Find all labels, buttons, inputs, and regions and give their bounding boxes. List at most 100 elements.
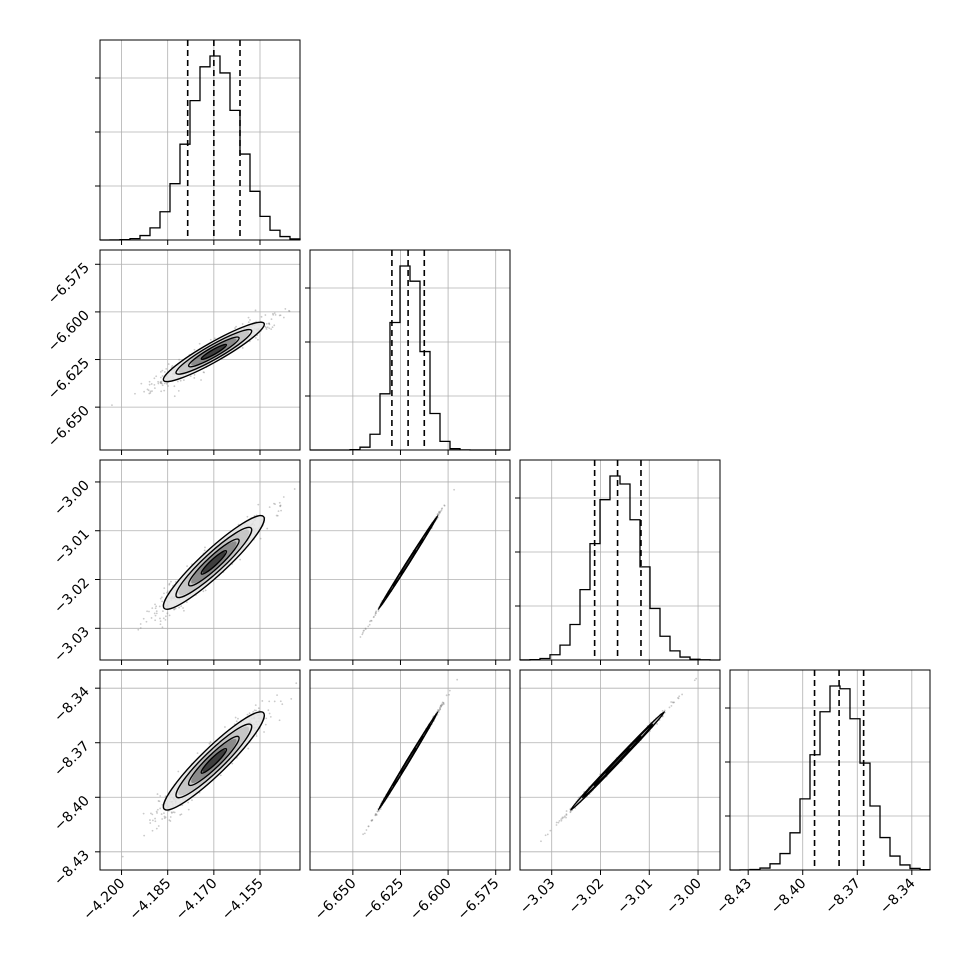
scatter-point [362, 631, 364, 634]
histogram-panel-1 [305, 249, 511, 455]
scatter-point [196, 752, 199, 755]
scatter-point [143, 390, 146, 393]
tick-label-x: −4.185 [127, 876, 175, 924]
scatter-point [111, 404, 113, 407]
scatter-point [565, 816, 567, 819]
scatter-point [370, 619, 373, 622]
scatter-point [150, 617, 153, 619]
scatter-point [165, 367, 168, 370]
scatter-point [677, 696, 679, 699]
scatter-point [557, 821, 560, 824]
scatter-point [187, 808, 190, 811]
scatter-point [160, 390, 163, 393]
scatter-point [246, 515, 249, 518]
scatter-point [163, 592, 165, 595]
scatter-point [247, 747, 250, 750]
scatter-point [168, 583, 171, 586]
scatter-point [150, 812, 152, 815]
scatter-point [161, 600, 163, 603]
scatter-point [182, 607, 184, 609]
tick-label-x: −6.600 [407, 876, 455, 924]
density-band-3 [401, 551, 415, 574]
scatter-point [139, 627, 142, 629]
histogram-step-2 [519, 475, 721, 661]
scatter-point [234, 327, 236, 329]
scatter-point [154, 820, 157, 823]
scatter-point [180, 813, 183, 816]
scatter-point [453, 488, 456, 491]
scatter-point [239, 558, 242, 561]
tick-label-y: −8.34 [51, 684, 93, 726]
scatter-clip-group [137, 488, 296, 631]
scatter-point [456, 678, 459, 681]
scatter-point [268, 322, 270, 325]
scatter-point [159, 623, 162, 626]
scatter-point [441, 507, 444, 510]
scatter-point [278, 314, 281, 317]
scatter-point [134, 392, 136, 395]
scatter-point [268, 327, 271, 330]
density-band-3 [202, 749, 226, 772]
panel-frame [519, 669, 721, 871]
histogram-step-3 [729, 685, 931, 871]
scatter-point [163, 587, 166, 590]
scatter-point [560, 819, 563, 822]
contour-line [200, 550, 228, 575]
scatter-point [282, 316, 285, 319]
scatter-point [178, 606, 180, 609]
contour-line [187, 735, 240, 787]
scatter-point [153, 387, 156, 389]
scatter-point [437, 709, 439, 711]
scatter-point [279, 504, 282, 507]
scatter-point [440, 705, 443, 707]
scatter-point [599, 773, 601, 776]
scatter-point [247, 316, 250, 319]
scatter-point [275, 514, 278, 517]
scatter-point [672, 701, 675, 704]
scatter-point [268, 700, 271, 703]
scatter-point [203, 371, 205, 374]
scatter-point [150, 383, 153, 385]
scatter-point [155, 827, 158, 830]
scatter-point [163, 389, 166, 392]
scatter-point [436, 513, 439, 516]
scatter-point [160, 382, 162, 384]
contour-line [377, 711, 439, 811]
tick-label-x: −8.43 [713, 876, 755, 918]
scatter-point [693, 679, 696, 682]
scatter-point [695, 677, 698, 680]
scatter-point [154, 619, 157, 622]
scatter-point [148, 610, 150, 613]
scatter-point [164, 618, 167, 621]
scatter-point [439, 704, 442, 707]
panel-frame [309, 459, 511, 661]
contour-line [175, 328, 253, 375]
scatter-point [162, 610, 164, 612]
contour-line [175, 526, 253, 599]
tick-label-y: −8.37 [51, 738, 93, 780]
scatter-point [174, 607, 177, 610]
scatter-point [377, 610, 380, 612]
contour-line [162, 711, 266, 811]
scatter-point [146, 610, 148, 613]
scatter-point [268, 712, 271, 715]
scatter-point [252, 710, 255, 713]
scatter-point [681, 693, 683, 696]
scatter-point [439, 511, 441, 514]
scatter-point [170, 580, 172, 583]
scatter-point [441, 703, 443, 706]
scatter-point [443, 504, 446, 507]
scatter-point [157, 800, 160, 802]
scatter-point [168, 819, 171, 822]
scatter-clip-group [359, 488, 456, 638]
scatter-point [374, 813, 377, 815]
scatter-point [276, 514, 279, 517]
scatter-point [248, 712, 251, 715]
scatter-point [168, 614, 171, 617]
contour-line [162, 321, 266, 383]
scatter-point [448, 689, 451, 692]
tick-label-x: −4.170 [173, 876, 221, 924]
scatter-point [178, 358, 181, 361]
scatter-point [364, 628, 367, 630]
